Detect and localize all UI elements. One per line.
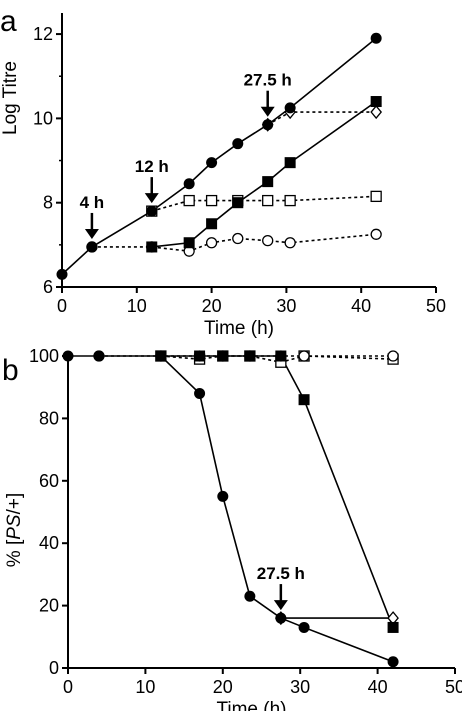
data-point-filled-circle <box>146 205 158 217</box>
y-tick-label: 20 <box>39 596 59 616</box>
data-point-open-circle <box>262 234 274 247</box>
data-point-filled-circle <box>275 612 287 624</box>
data-point-filled-square <box>194 350 206 362</box>
y-axis-label: % [PS/+] <box>4 493 25 567</box>
y-tick-label: 12 <box>33 24 53 44</box>
data-point-filled-square <box>217 350 229 362</box>
x-tick-label: 50 <box>445 677 462 697</box>
y-tick-label: 100 <box>29 346 59 366</box>
data-point-filled-square <box>387 621 399 633</box>
data-point-filled-circle <box>217 490 229 502</box>
annotation-label: 27.5 h <box>244 71 292 90</box>
data-point-filled-circle <box>206 157 218 169</box>
data-point-open-square <box>370 190 382 203</box>
data-point-open-square <box>262 194 274 207</box>
chart-panel-b: 0 10 20 30 40 50 0 20 40 60 80 100 Time (h) % [PS/+] b… <box>2 346 462 711</box>
data-point-open-diamond <box>370 105 383 120</box>
y-tick-label: 10 <box>33 108 53 128</box>
y-tick-label: 40 <box>39 533 59 553</box>
data-point-filled-square <box>262 176 274 188</box>
data-point-filled-circle <box>232 138 244 150</box>
data-point-open-circle <box>284 237 296 249</box>
data-point-open-circle <box>387 350 399 362</box>
x-tick-label: 10 <box>135 677 155 697</box>
panel-label: b <box>2 354 19 387</box>
annotation-label: 27.5 h <box>257 564 305 583</box>
data-point-filled-circle <box>56 268 68 280</box>
data-point-filled-circle <box>244 590 256 602</box>
annotation-arrow-head <box>273 600 288 611</box>
data-point-filled-circle <box>370 32 382 44</box>
x-tick-label: 0 <box>57 296 67 316</box>
data-point-filled-circle <box>155 350 167 362</box>
y-tick-label: 80 <box>39 408 59 428</box>
series-line-open-circle <box>91 233 377 252</box>
y-tick-label: 8 <box>43 193 53 213</box>
series-line-filled-circle <box>61 37 377 275</box>
data-point-filled-circle <box>262 119 274 131</box>
data-point-open-circle <box>370 228 382 240</box>
x-tick-label: 40 <box>351 296 371 316</box>
data-point-filled-circle <box>86 241 98 253</box>
data-point-filled-square <box>370 96 382 108</box>
x-axis-label: Time (h) <box>216 699 286 711</box>
data-point-filled-square <box>183 237 195 249</box>
x-tick-label: 30 <box>276 296 296 316</box>
data-point-filled-circle <box>183 178 195 190</box>
data-point-open-square <box>284 194 296 207</box>
data-point-filled-square <box>232 197 244 209</box>
data-point-filled-circle <box>194 387 206 399</box>
annotation-arrow-head <box>260 106 275 117</box>
x-tick-label: 50 <box>426 296 446 316</box>
data-point-open-circle <box>298 350 310 362</box>
data-point-filled-square <box>284 157 296 169</box>
data-point-filled-circle <box>93 350 105 362</box>
data-point-open-square <box>183 194 195 207</box>
data-point-filled-square <box>146 241 158 253</box>
x-tick-label: 20 <box>202 296 222 316</box>
data-point-filled-circle <box>387 656 399 668</box>
annotation-label: 4 h <box>80 193 105 212</box>
y-tick-label: 60 <box>39 471 59 491</box>
data-point-open-circle <box>232 232 244 245</box>
data-point-filled-square <box>244 350 256 362</box>
data-point-filled-square <box>206 218 218 230</box>
data-point-filled-circle <box>298 621 310 633</box>
x-tick-label: 20 <box>213 677 233 697</box>
x-tick-label: 0 <box>63 677 73 697</box>
y-axis-label: Log Titre <box>0 61 21 135</box>
annotation-arrow-head <box>84 228 99 239</box>
y-tick-label: 6 <box>43 277 53 297</box>
y-tick-label: 0 <box>49 658 59 678</box>
x-tick-label: 30 <box>290 677 310 697</box>
data-point-filled-circle <box>284 102 296 114</box>
data-point-filled-square <box>298 394 310 406</box>
annotation-label: 12 h <box>135 157 169 176</box>
x-tick-label: 10 <box>127 296 147 316</box>
data-point-filled-circle <box>62 350 74 362</box>
x-axis-label: Time (h) <box>204 318 274 339</box>
data-point-filled-square <box>275 350 287 362</box>
x-tick-label: 40 <box>368 677 388 697</box>
data-point-open-circle <box>205 237 218 249</box>
annotation-arrow-head <box>144 193 159 204</box>
data-point-open-square <box>205 194 218 207</box>
chart-panel-a: 0 10 20 30 40 50 6 8 10 12 Time (h) Log Titre a 4 h 12… <box>0 5 446 339</box>
series-line-filled-circle <box>68 355 394 663</box>
panel-label: a <box>0 5 17 38</box>
